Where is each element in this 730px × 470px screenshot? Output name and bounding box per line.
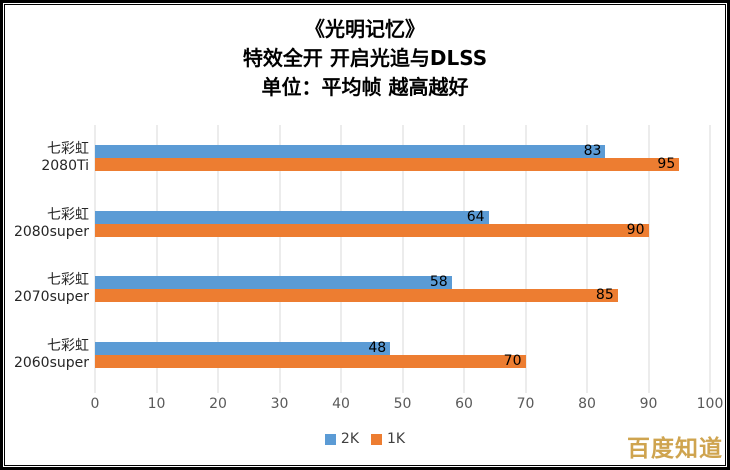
gridline bbox=[463, 125, 465, 393]
category-axis-labels: 七彩虹 2080Ti 七彩虹 2080super 七彩虹 2070super 七彩虹 2060… bbox=[9, 125, 89, 388]
category-label: 七彩虹 2080super bbox=[9, 207, 89, 241]
category-label-brand: 七彩虹 bbox=[47, 272, 89, 289]
x-tick-label: 100 bbox=[696, 396, 724, 412]
gridline bbox=[156, 125, 157, 393]
chart-legend: 2K 1K bbox=[3, 431, 727, 447]
bar-1k-2080Ti: 95 bbox=[95, 155, 680, 172]
chart-title-line-1: 《光明记忆》 bbox=[305, 17, 425, 41]
x-tick-label: 30 bbox=[270, 396, 289, 412]
chart-title-line-2: 特效全开 开启光追与DLSS bbox=[242, 46, 488, 70]
x-tick-label: 0 bbox=[90, 396, 100, 412]
category-label: 七彩虹 2080Ti bbox=[9, 141, 89, 175]
category-label-model: 2070super bbox=[13, 289, 89, 306]
gridline bbox=[709, 125, 711, 393]
gridline bbox=[340, 125, 342, 393]
x-tick-label: 50 bbox=[393, 396, 412, 412]
bar-value-label: 85 bbox=[595, 287, 614, 304]
x-tick-label: 80 bbox=[578, 396, 596, 412]
category-label-brand: 七彩虹 bbox=[47, 140, 89, 157]
category-label-brand: 七彩虹 bbox=[47, 206, 89, 223]
bar-2k-2080Ti: 83 bbox=[95, 142, 606, 159]
category-label-model: 2080Ti bbox=[41, 157, 89, 174]
chart-title-line-3: 单位：平均帧 越高越好 bbox=[261, 75, 469, 99]
gridline bbox=[586, 125, 588, 393]
legend-item-1k: 1K bbox=[371, 431, 405, 447]
bar-value-label: 48 bbox=[368, 340, 387, 357]
legend-item-2k: 2K bbox=[324, 431, 359, 447]
gridline bbox=[648, 125, 649, 393]
legend-label-1k: 1K bbox=[387, 431, 406, 447]
bar-2k-2060super: 48 bbox=[95, 340, 391, 357]
bar-1k-2080super: 90 bbox=[95, 221, 649, 238]
gridline bbox=[525, 125, 526, 393]
x-axis-tick-labels: 0 10 20 30 40 50 60 70 80 90 100 bbox=[91, 396, 724, 414]
bar-1k-2060super: 70 bbox=[95, 353, 526, 370]
bar-value-label: 83 bbox=[583, 142, 602, 159]
legend-swatch-1k bbox=[371, 433, 382, 445]
plot-area: 83 95 64 90 58 85 48 70 bbox=[94, 125, 711, 393]
bar-2k-2070super: 58 bbox=[95, 274, 452, 291]
legend-swatch-2k bbox=[324, 433, 336, 445]
x-tick-label: 70 bbox=[516, 396, 535, 412]
category-label-brand: 七彩虹 bbox=[47, 338, 89, 355]
category-label: 七彩虹 2070super bbox=[9, 272, 89, 306]
category-label-model: 2060super bbox=[13, 355, 89, 372]
x-tick-label: 90 bbox=[639, 396, 658, 412]
bar-value-label: 58 bbox=[429, 274, 448, 291]
gridline bbox=[217, 125, 219, 393]
bar-value-label: 64 bbox=[466, 208, 485, 225]
x-tick-label: 40 bbox=[332, 396, 350, 412]
gridline bbox=[279, 125, 280, 393]
watermark: 百度知道 bbox=[627, 436, 723, 462]
gridline bbox=[402, 125, 403, 393]
x-tick-label: 60 bbox=[455, 396, 473, 412]
bar-2k-2080super: 64 bbox=[95, 208, 489, 225]
gridline bbox=[94, 125, 96, 393]
chart-title: 《光明记忆》 特效全开 开启光追与DLSS 单位：平均帧 越高越好 bbox=[3, 15, 727, 102]
bar-value-label: 70 bbox=[503, 353, 522, 370]
bar-value-label: 95 bbox=[657, 155, 676, 172]
category-label-model: 2080super bbox=[13, 223, 89, 240]
x-tick-label: 10 bbox=[147, 396, 166, 412]
x-tick-label: 20 bbox=[209, 396, 227, 412]
bar-value-label: 90 bbox=[626, 221, 645, 238]
category-label: 七彩虹 2060super bbox=[9, 338, 89, 372]
legend-label-2k: 2K bbox=[340, 431, 359, 447]
bar-1k-2070super: 85 bbox=[95, 287, 618, 304]
